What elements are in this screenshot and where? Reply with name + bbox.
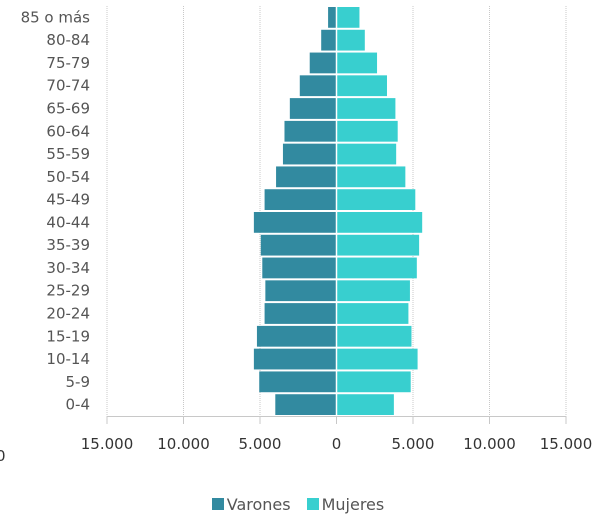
legend-swatch-varones xyxy=(211,498,224,510)
bar-varones-6[interactable] xyxy=(282,143,337,165)
grid-lines xyxy=(106,6,567,416)
legend-item-mujeres[interactable]: Mujeres xyxy=(306,494,385,514)
bar-mujeres-1[interactable] xyxy=(336,29,365,51)
category-label: 80-84 xyxy=(46,31,90,49)
bar-varones-0[interactable] xyxy=(328,7,337,28)
legend-swatch-mujeres xyxy=(306,498,319,510)
bar-varones-2[interactable] xyxy=(309,52,337,74)
bar-varones-16[interactable] xyxy=(259,371,337,393)
bar-mujeres-12[interactable] xyxy=(336,280,410,302)
bar-varones-13[interactable] xyxy=(264,303,337,324)
category-label: 50-54 xyxy=(46,168,90,186)
bar-mujeres-4[interactable] xyxy=(336,98,396,119)
bar-varones-8[interactable] xyxy=(264,189,337,210)
bar-mujeres-6[interactable] xyxy=(336,143,397,165)
x-tick-label: 5.000 xyxy=(392,435,435,453)
bar-varones-14[interactable] xyxy=(256,325,337,347)
bar-mujeres-9[interactable] xyxy=(336,212,423,233)
category-label: 75-79 xyxy=(46,54,90,72)
bar-varones-3[interactable] xyxy=(299,75,337,97)
legend: Varones Mujeres xyxy=(0,492,596,516)
bar-varones-5[interactable] xyxy=(284,120,337,142)
category-label: 20-24 xyxy=(46,305,90,323)
bar-mujeres-13[interactable] xyxy=(336,303,409,324)
x-tick-label: 10.000 xyxy=(463,435,516,453)
x-axis xyxy=(106,6,567,424)
bar-mujeres-17[interactable] xyxy=(336,394,394,415)
category-label: 5-9 xyxy=(66,373,91,391)
category-labels: 85 o más 80-84 75-79 70-74 65-69 60-64 55-59 50… xyxy=(21,8,91,413)
category-label: 45-49 xyxy=(46,191,90,209)
x-tick-label: 10.000 xyxy=(157,435,210,453)
bar-mujeres-10[interactable] xyxy=(336,234,420,256)
bar-mujeres-8[interactable] xyxy=(336,189,416,210)
bar-mujeres-15[interactable] xyxy=(336,348,418,370)
category-label: 25-29 xyxy=(46,282,90,300)
bar-mujeres-14[interactable] xyxy=(336,325,412,347)
bar-mujeres-7[interactable] xyxy=(336,166,406,188)
legend-label-varones: Varones xyxy=(226,494,291,514)
bar-mujeres-0[interactable] xyxy=(336,7,360,28)
bar-varones-10[interactable] xyxy=(260,234,337,256)
bar-varones-9[interactable] xyxy=(253,212,337,233)
category-label: 35-39 xyxy=(46,236,90,254)
x-tick-label: 15.000 xyxy=(540,435,593,453)
bar-varones-7[interactable] xyxy=(276,166,337,188)
bars xyxy=(253,7,423,415)
legend-item-varones[interactable]: Varones xyxy=(211,494,291,514)
bar-mujeres-11[interactable] xyxy=(336,257,417,279)
bar-varones-1[interactable] xyxy=(321,29,337,51)
bar-mujeres-2[interactable] xyxy=(336,52,378,74)
category-label: 15-19 xyxy=(46,327,90,345)
bar-varones-12[interactable] xyxy=(265,280,337,302)
bar-varones-17[interactable] xyxy=(275,394,337,415)
bar-varones-4[interactable] xyxy=(289,98,337,119)
legend-label-mujeres: Mujeres xyxy=(321,494,385,514)
bar-mujeres-3[interactable] xyxy=(336,75,387,97)
bar-mujeres-5[interactable] xyxy=(336,120,398,142)
category-label: 0-4 xyxy=(66,396,91,414)
category-label: 30-34 xyxy=(46,259,90,277)
x-tick-label: 15.000 xyxy=(81,435,134,453)
category-label: 60-64 xyxy=(46,122,90,140)
category-label: 85 o más xyxy=(21,8,91,26)
bar-mujeres-16[interactable] xyxy=(336,371,411,393)
category-label: 40-44 xyxy=(46,213,90,231)
category-label: 65-69 xyxy=(46,100,90,118)
x-tick-label-edge: 0 xyxy=(0,447,6,465)
category-label: 70-74 xyxy=(46,77,90,95)
bar-varones-11[interactable] xyxy=(262,257,337,279)
category-label: 55-59 xyxy=(46,145,90,163)
x-tick-label: 0 xyxy=(332,435,342,453)
category-label: 10-14 xyxy=(46,350,90,368)
bar-varones-15[interactable] xyxy=(253,348,337,370)
tick-labels: 15.000 10.000 5.000 0 5.000 10.000 15.000 0 xyxy=(0,435,592,465)
x-tick-label: 5.000 xyxy=(239,435,282,453)
